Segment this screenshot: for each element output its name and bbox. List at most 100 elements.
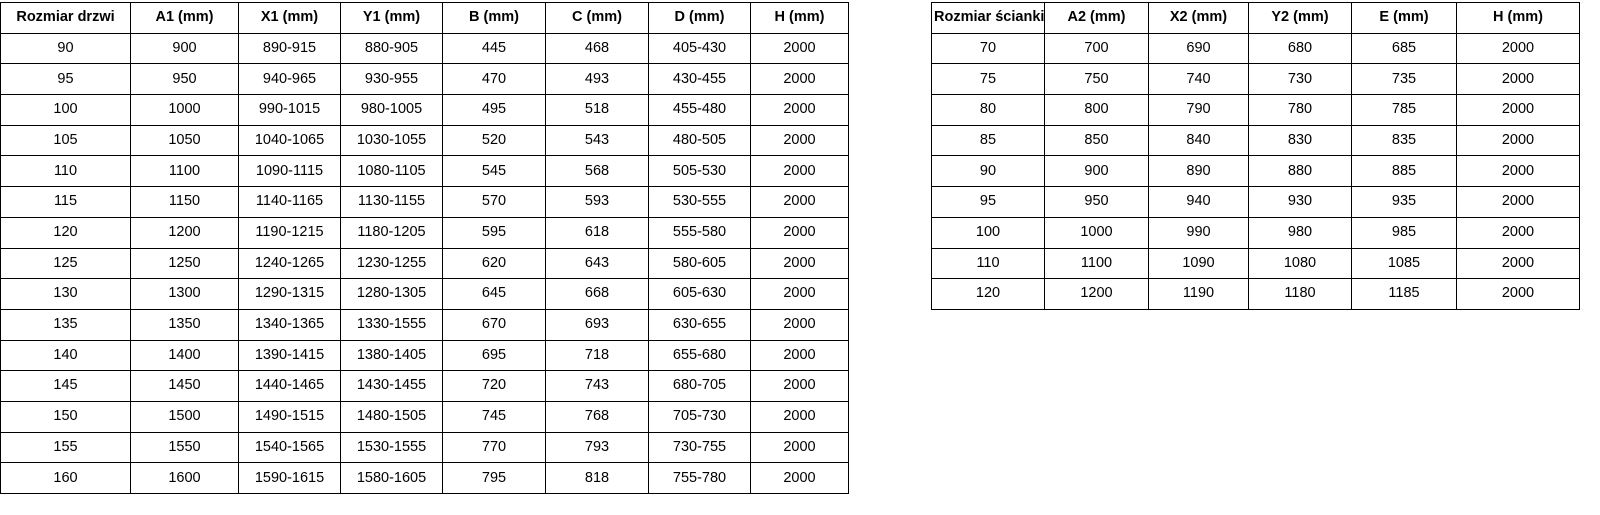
table-cell: 2000 — [1456, 124, 1580, 157]
table-cell: 1180 — [1248, 278, 1352, 310]
table-cell: 95 — [931, 186, 1045, 218]
table-cell: 1230-1255 — [340, 247, 443, 280]
table-cell: 1080-1105 — [340, 155, 443, 188]
table-cell: 470 — [442, 63, 546, 96]
table-cell: 2000 — [750, 278, 849, 310]
table-cell: 770 — [442, 431, 546, 464]
table-cell: 155 — [0, 431, 131, 464]
table-cell: 95 — [0, 63, 131, 96]
table-cell: 2000 — [750, 247, 849, 280]
table-cell: 75 — [931, 63, 1045, 96]
table-cell: 830 — [1248, 124, 1352, 157]
door-table-column-header: B (mm) — [442, 2, 546, 34]
table-cell: 795 — [442, 462, 546, 494]
table-cell: 1240-1265 — [238, 247, 341, 280]
table-cell: 1090-1115 — [238, 155, 341, 188]
door-table-body: 90 900 890-915 880-905 445 468 405-430 2000 95 95… — [0, 32, 849, 494]
table-cell: 145 — [0, 370, 131, 402]
table-cell: 935 — [1351, 186, 1457, 218]
table-cell: 120 — [931, 278, 1045, 310]
table-cell: 980 — [1248, 216, 1352, 249]
table-row: 100 1000 990 980 985 2000 — [931, 216, 1580, 249]
wall-table-column-header: Rozmiar ścianki — [931, 2, 1045, 34]
table-cell: 885 — [1351, 155, 1457, 188]
table-cell: 700 — [1044, 32, 1149, 65]
table-cell: 1180-1205 — [340, 216, 443, 249]
table-cell: 1340-1365 — [238, 308, 341, 341]
table-cell: 785 — [1351, 94, 1457, 126]
table-cell: 90 — [931, 155, 1045, 188]
table-cell: 730 — [1248, 63, 1352, 96]
table-cell: 580-605 — [648, 247, 751, 280]
table-cell: 840 — [1148, 124, 1249, 157]
table-cell: 1430-1455 — [340, 370, 443, 402]
table-cell: 793 — [545, 431, 649, 464]
table-cell: 1580-1605 — [340, 462, 443, 494]
table-cell: 1330-1555 — [340, 308, 443, 341]
table-cell: 1500 — [130, 400, 239, 433]
table-cell: 740 — [1148, 63, 1249, 96]
table-cell: 930-955 — [340, 63, 443, 96]
table-cell: 670 — [442, 308, 546, 341]
wall-table-column-header: Y2 (mm) — [1248, 2, 1352, 34]
table-row: 140 1400 1390-1415 1380-1405 695 718 655-680 20… — [0, 339, 849, 372]
table-cell: 1350 — [130, 308, 239, 341]
table-cell: 900 — [1044, 155, 1149, 188]
table-row: 120 1200 1190 1180 1185 2000 — [931, 278, 1580, 310]
table-cell: 780 — [1248, 94, 1352, 126]
door-table-column-header: C (mm) — [545, 2, 649, 34]
door-table-column-header: Rozmiar drzwi — [0, 2, 131, 34]
table-header-row: Rozmiar ścianki A2 (mm) X2 (mm) Y2 (mm) E (m… — [931, 2, 1580, 34]
table-row: 105 1050 1040-1065 1030-1055 520 543 480-505 20… — [0, 124, 849, 157]
table-row: 70 700 690 680 685 2000 — [931, 32, 1580, 65]
table-cell: 2000 — [750, 370, 849, 402]
table-cell: 468 — [545, 32, 649, 65]
table-cell: 455-480 — [648, 94, 751, 126]
table-cell: 545 — [442, 155, 546, 188]
table-cell: 695 — [442, 339, 546, 372]
table-cell: 120 — [0, 216, 131, 249]
table-cell: 2000 — [750, 339, 849, 372]
table-cell: 1540-1565 — [238, 431, 341, 464]
table-cell: 135 — [0, 308, 131, 341]
table-cell: 743 — [545, 370, 649, 402]
table-cell: 1280-1305 — [340, 278, 443, 310]
table-cell: 130 — [0, 278, 131, 310]
table-cell: 1250 — [130, 247, 239, 280]
table-cell: 1300 — [130, 278, 239, 310]
table-cell: 568 — [545, 155, 649, 188]
table-cell: 818 — [545, 462, 649, 494]
table-cell: 768 — [545, 400, 649, 433]
table-cell: 2000 — [1456, 247, 1580, 280]
table-cell: 115 — [0, 186, 131, 218]
table-cell: 1030-1055 — [340, 124, 443, 157]
table-cell: 2000 — [1456, 63, 1580, 96]
table-cell: 618 — [545, 216, 649, 249]
table-cell: 2000 — [750, 155, 849, 188]
door-table-column-header: X1 (mm) — [238, 2, 341, 34]
table-cell: 85 — [931, 124, 1045, 157]
door-table-column-header: Y1 (mm) — [340, 2, 443, 34]
table-cell: 1185 — [1351, 278, 1457, 310]
table-row: 155 1550 1540-1565 1530-1555 770 793 730-755 20… — [0, 431, 849, 464]
table-cell: 1150 — [130, 186, 239, 218]
table-cell: 735 — [1351, 63, 1457, 96]
door-size-table: Rozmiar drzwi A1 (mm) X1 (mm) Y1 (mm) B (mm)… — [0, 2, 849, 494]
wall-table-column-header: H (mm) — [1456, 2, 1580, 34]
table-row: 120 1200 1190-1215 1180-1205 595 618 555-580 20… — [0, 216, 849, 249]
table-cell: 2000 — [1456, 278, 1580, 310]
table-cell: 680 — [1248, 32, 1352, 65]
table-cell: 140 — [0, 339, 131, 372]
table-row: 85 850 840 830 835 2000 — [931, 124, 1580, 157]
table-row: 125 1250 1240-1265 1230-1255 620 643 580-605 20… — [0, 247, 849, 280]
table-row: 130 1300 1290-1315 1280-1305 645 668 605-630 20… — [0, 278, 849, 310]
table-cell: 480-505 — [648, 124, 751, 157]
table-cell: 70 — [931, 32, 1045, 65]
table-cell: 2000 — [750, 124, 849, 157]
table-cell: 110 — [931, 247, 1045, 280]
table-cell: 160 — [0, 462, 131, 494]
table-cell: 900 — [130, 32, 239, 65]
wall-table-column-header: A2 (mm) — [1044, 2, 1149, 34]
table-cell: 2000 — [750, 32, 849, 65]
table-cell: 570 — [442, 186, 546, 218]
